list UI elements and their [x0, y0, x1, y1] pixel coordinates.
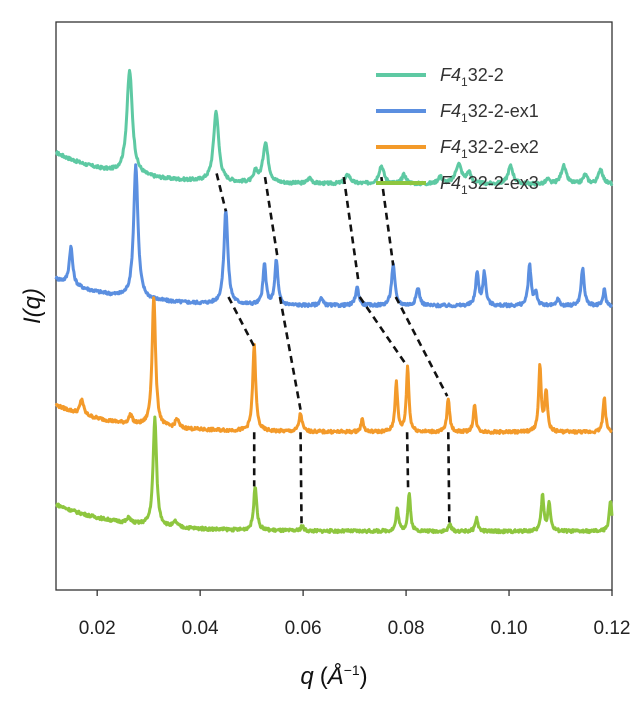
peak-connector-3 [342, 176, 360, 284]
legend-label-2: F4132-2-ex1 [440, 101, 539, 125]
series-line-3 [54, 296, 613, 435]
peak-connector-12 [446, 432, 451, 523]
connector-layer [215, 173, 451, 527]
x-tick-label: 0.08 [388, 618, 425, 639]
peak-connector-8 [394, 296, 449, 397]
y-axis-label: I(q) [19, 288, 46, 324]
peak-connector-1 [215, 173, 228, 212]
legend-label-1: F4132-2 [440, 65, 504, 89]
x-tick-label: 0.12 [594, 618, 631, 639]
peak-connector-5 [227, 296, 256, 348]
series-line-1 [55, 68, 614, 187]
x-axis-label: q (Å−1) [300, 662, 367, 690]
legend-label-4: F4132-2-ex3 [440, 173, 539, 197]
x-tick-label: 0.10 [491, 618, 528, 639]
peak-connector-7 [358, 296, 408, 366]
x-ticks: 0.02 0.04 0.06 0.08 0.10 0.12 [79, 590, 631, 639]
legend-label-3: F4132-2-ex2 [440, 137, 539, 161]
series-line-4 [55, 415, 614, 535]
peak-connector-2 [263, 176, 279, 257]
x-tick-label: 0.06 [285, 618, 322, 639]
peak-connector-10 [299, 432, 303, 527]
x-tick-label: 0.04 [182, 618, 219, 639]
peak-connector-4 [380, 176, 395, 266]
series-line-2 [54, 163, 613, 309]
legend: F4132-2 F4132-2-ex1 F4132-2-ex2 F4132-2-ex3 [376, 65, 539, 197]
peak-connector-11 [405, 432, 410, 491]
series-layer [54, 68, 614, 535]
x-tick-label: 0.02 [79, 618, 116, 639]
